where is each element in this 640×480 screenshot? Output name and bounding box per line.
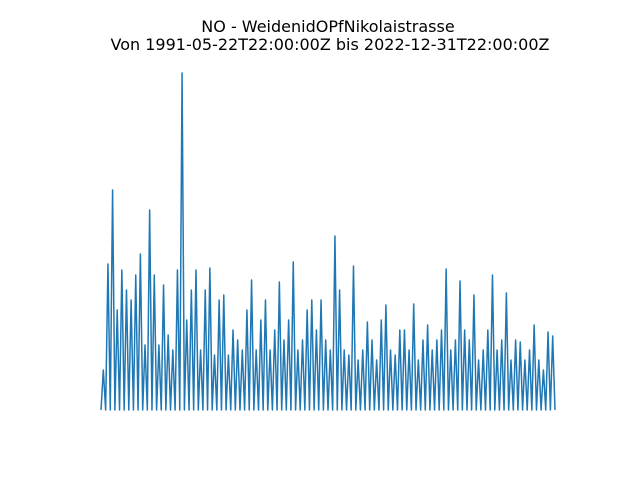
chart-title: NO - WeidenidOPfNikolaistrasse (201, 17, 454, 36)
data-line (100, 72, 556, 411)
chart-subtitle: Von 1991-05-22T22:00:00Z bis 2022-12-31T… (111, 35, 550, 54)
